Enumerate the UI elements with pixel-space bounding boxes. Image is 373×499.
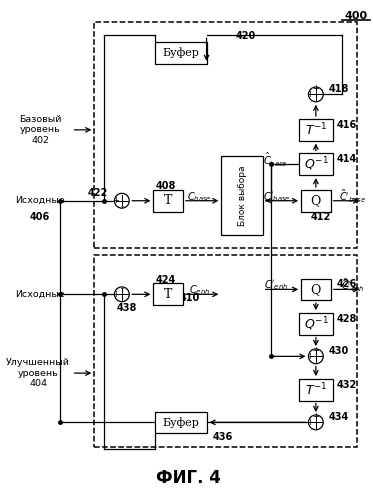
Text: +: + <box>313 84 319 93</box>
Text: Улучшенный
уровень
404: Улучшенный уровень 404 <box>6 358 70 388</box>
Text: $T^{-1}$: $T^{-1}$ <box>305 122 327 138</box>
Text: 436: 436 <box>212 432 232 442</box>
Text: 424: 424 <box>156 274 176 284</box>
Text: ФИГ. 4: ФИГ. 4 <box>156 470 221 488</box>
Text: -: - <box>120 202 123 211</box>
Bar <box>221 156 263 235</box>
Text: 430: 430 <box>329 346 349 356</box>
Text: -: - <box>120 284 123 293</box>
Text: 422: 422 <box>88 188 108 198</box>
Text: Блок выбора: Блок выбора <box>238 166 247 226</box>
Text: 426: 426 <box>336 279 357 289</box>
Text: 416: 416 <box>336 120 357 130</box>
Bar <box>301 190 330 212</box>
Text: Q: Q <box>311 283 321 296</box>
Circle shape <box>115 194 129 208</box>
Text: +: + <box>113 290 119 299</box>
Text: $Q^{-1}$: $Q^{-1}$ <box>304 315 328 333</box>
Bar <box>299 313 333 335</box>
Text: +: + <box>313 346 319 355</box>
Text: 420: 420 <box>236 31 256 41</box>
Text: $Q^{-1}$: $Q^{-1}$ <box>304 156 328 173</box>
Text: Q: Q <box>311 194 321 207</box>
Text: $C_{enh}$: $C_{enh}$ <box>189 283 210 297</box>
Text: 408: 408 <box>156 181 176 191</box>
Text: $T^{-1}$: $T^{-1}$ <box>305 382 327 398</box>
Text: +: + <box>113 196 119 205</box>
Text: 434: 434 <box>329 412 349 423</box>
Bar <box>94 21 357 248</box>
Bar <box>299 379 333 401</box>
Bar <box>153 190 183 212</box>
Text: Буфер: Буфер <box>163 47 200 58</box>
Text: 428: 428 <box>336 314 357 324</box>
Text: +: + <box>313 412 319 422</box>
Text: Буфер: Буфер <box>163 417 200 428</box>
Text: $\hat{C}_{base}$: $\hat{C}_{base}$ <box>263 151 288 169</box>
Text: $\tilde{C}'_{enh}$: $\tilde{C}'_{enh}$ <box>341 277 364 294</box>
Text: 412: 412 <box>311 212 331 222</box>
Text: Исходные: Исходные <box>15 196 65 205</box>
Text: $C_{base}$: $C_{base}$ <box>187 190 212 204</box>
Text: 410: 410 <box>180 293 200 303</box>
Text: 432: 432 <box>336 380 357 390</box>
Text: 418: 418 <box>329 84 349 94</box>
Text: +: + <box>307 352 313 361</box>
Bar <box>299 154 333 175</box>
Text: +: + <box>307 418 313 427</box>
Text: 400: 400 <box>345 10 368 20</box>
Text: T: T <box>164 288 172 301</box>
Text: $C'_{base}$: $C'_{base}$ <box>263 190 290 204</box>
Text: 414: 414 <box>336 154 357 164</box>
Text: 438: 438 <box>117 303 137 313</box>
Text: Исходные: Исходные <box>15 290 65 299</box>
Circle shape <box>308 415 323 430</box>
Circle shape <box>115 287 129 302</box>
Bar <box>299 119 333 141</box>
Text: T: T <box>164 194 172 207</box>
Text: +: + <box>307 90 313 99</box>
Circle shape <box>308 87 323 102</box>
Circle shape <box>308 349 323 364</box>
Text: 406: 406 <box>30 212 50 222</box>
Text: $\tilde{C}'_{base}$: $\tilde{C}'_{base}$ <box>339 189 366 205</box>
Bar <box>153 283 183 305</box>
Bar <box>94 255 357 447</box>
Text: $C'_{enh}$: $C'_{enh}$ <box>264 278 289 292</box>
Bar <box>155 42 207 64</box>
Bar <box>301 278 330 300</box>
Bar <box>155 412 207 433</box>
Text: Базовый
уровень
402: Базовый уровень 402 <box>19 115 62 145</box>
